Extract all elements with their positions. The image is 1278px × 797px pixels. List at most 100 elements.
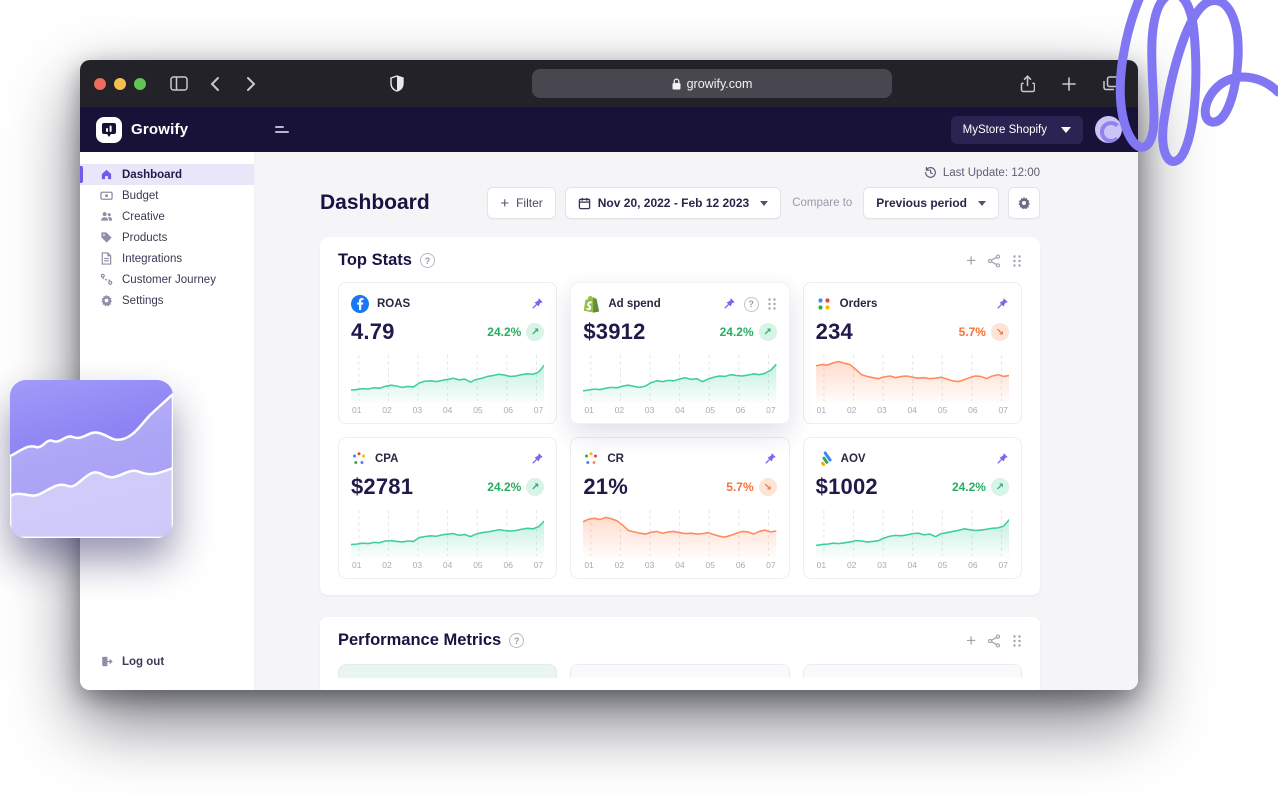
x-axis-label: 05 xyxy=(937,405,948,415)
metric-card-tops xyxy=(338,664,1022,678)
add-widget-icon[interactable]: + xyxy=(966,251,976,270)
x-axis-label: 06 xyxy=(503,560,513,570)
banknote-icon xyxy=(99,189,113,202)
brand-name: Growify xyxy=(131,121,189,138)
pin-icon[interactable] xyxy=(722,297,736,311)
x-axis-label: 04 xyxy=(907,405,918,415)
stat-card-value: 21% xyxy=(583,474,628,499)
sidebar-item-creative[interactable]: Creative xyxy=(80,206,254,227)
sidebar-item-budget[interactable]: Budget xyxy=(80,185,254,206)
stat-card-label: ROAS xyxy=(377,298,411,310)
sparkline-chart xyxy=(583,510,777,558)
help-icon[interactable]: ? xyxy=(509,633,525,648)
x-axis-label: 03 xyxy=(644,405,655,415)
filter-button[interactable]: + Filter xyxy=(487,187,556,219)
stat-card-value: 4.79 xyxy=(351,319,395,344)
address-bar[interactable]: growify.com xyxy=(532,69,892,98)
x-axis-label: 06 xyxy=(503,405,513,415)
pin-icon[interactable] xyxy=(763,452,777,466)
chevron-down-icon xyxy=(1061,126,1071,133)
share-icon[interactable] xyxy=(1014,71,1040,97)
stat-card-cpa[interactable]: CPA $2781 24.2% ↗ xyxy=(338,437,558,579)
x-axis-labels: 01 02 03 04 05 06 07 xyxy=(583,558,776,570)
add-widget-icon[interactable]: + xyxy=(966,631,976,650)
close-window-button[interactable] xyxy=(94,77,106,90)
dashboard-settings-button[interactable] xyxy=(1008,187,1040,219)
x-axis-labels: 01 02 03 04 05 06 07 xyxy=(351,403,544,415)
users-icon xyxy=(99,210,113,223)
pin-icon[interactable] xyxy=(530,297,544,311)
stat-card-aov[interactable]: AOV $1002 24.2% ↗ xyxy=(802,437,1022,579)
change-percent: 24.2% xyxy=(487,325,522,339)
menu-toggle-icon[interactable] xyxy=(275,126,289,133)
share-nodes-icon[interactable] xyxy=(987,253,1001,268)
x-axis-labels: 01 02 03 04 05 06 07 xyxy=(351,558,544,570)
compare-period-select[interactable]: Previous period xyxy=(863,187,999,219)
tab-overview-icon[interactable] xyxy=(1098,71,1124,97)
date-range-picker[interactable]: Nov 20, 2022 - Feb 12 2023 xyxy=(564,187,782,219)
x-axis-labels: 01 02 03 04 05 06 07 xyxy=(816,403,1009,415)
stat-card-label: Ad spend xyxy=(608,298,661,310)
dots-scatter-icon xyxy=(585,452,598,464)
stat-card-value: 234 xyxy=(815,319,853,344)
document-icon xyxy=(99,252,113,265)
avatar[interactable] xyxy=(1095,116,1122,143)
section-title: Performance Metrics xyxy=(338,631,502,649)
home-icon xyxy=(99,168,113,181)
browser-chrome: growify.com xyxy=(80,60,1138,107)
sidebar-item-integrations[interactable]: Integrations xyxy=(80,248,254,269)
x-axis-label: 04 xyxy=(442,405,453,415)
forward-icon[interactable] xyxy=(238,71,264,97)
brand[interactable]: Growify xyxy=(80,116,255,143)
x-axis-label: 02 xyxy=(614,560,625,570)
share-nodes-icon[interactable] xyxy=(987,633,1001,648)
stat-card-cr[interactable]: CR 21% 5.7% ↘ xyxy=(570,437,790,579)
stat-card-value: $3912 xyxy=(583,319,646,344)
sidebar-item-settings[interactable]: Settings xyxy=(80,290,254,311)
x-axis-label: 05 xyxy=(937,560,948,570)
drag-handle-icon[interactable] xyxy=(1012,634,1022,648)
pin-icon[interactable] xyxy=(995,452,1009,466)
stat-card-ad-spend[interactable]: Ad spend ? $3912 xyxy=(570,282,790,424)
shield-icon[interactable] xyxy=(384,71,410,97)
last-update-text: Last Update: 12:00 xyxy=(942,166,1040,179)
drag-handle-icon[interactable] xyxy=(767,297,777,311)
x-axis-labels: 01 02 03 04 05 06 07 xyxy=(816,558,1009,570)
sidebar-item-products[interactable]: Products xyxy=(80,227,254,248)
date-range-value: Nov 20, 2022 - Feb 12 2023 xyxy=(597,196,750,210)
sparkline-chart xyxy=(815,355,1009,403)
sidebar-toggle-icon[interactable] xyxy=(166,71,192,97)
page-title: Dashboard xyxy=(320,191,430,214)
logout-button[interactable]: Log out xyxy=(80,651,254,672)
pin-icon[interactable] xyxy=(995,297,1009,311)
stat-card-orders[interactable]: Orders 234 5.7% ↘ xyxy=(802,282,1022,424)
maximize-window-button[interactable] xyxy=(134,77,146,90)
x-axis-label: 04 xyxy=(442,560,453,570)
new-tab-icon[interactable] xyxy=(1056,71,1082,97)
stat-card-roas[interactable]: ROAS 4.79 24.2% ↗ xyxy=(338,282,558,424)
trend-arrow-icon: ↗ xyxy=(990,478,1009,496)
main-content: Last Update: 12:00 Dashboard + Filter No… xyxy=(255,152,1138,690)
x-axis-label: 03 xyxy=(412,405,423,415)
stat-card-value: $2781 xyxy=(351,474,414,499)
x-axis-label: 02 xyxy=(614,405,625,415)
lock-icon xyxy=(672,77,681,89)
analytics-icon xyxy=(820,451,832,467)
x-axis-label: 01 xyxy=(352,560,362,570)
back-icon[interactable] xyxy=(202,71,228,97)
x-axis-label: 02 xyxy=(382,405,392,415)
x-axis-label: 03 xyxy=(877,560,887,570)
sidebar-item-label: Products xyxy=(122,231,168,244)
help-icon[interactable]: ? xyxy=(743,296,759,312)
x-axis-label: 03 xyxy=(877,405,887,415)
sidebar-item-dashboard[interactable]: Dashboard xyxy=(80,164,254,185)
minimize-window-button[interactable] xyxy=(114,77,126,90)
help-icon[interactable]: ? xyxy=(419,253,435,268)
store-selector[interactable]: MyStore Shopify xyxy=(950,115,1083,144)
sidebar-item-customer-journey[interactable]: Customer Journey xyxy=(80,269,254,290)
drag-handle-icon[interactable] xyxy=(1012,254,1022,268)
sparkline-chart xyxy=(351,355,545,403)
pin-icon[interactable] xyxy=(530,452,544,466)
x-axis-label: 07 xyxy=(998,560,1008,570)
